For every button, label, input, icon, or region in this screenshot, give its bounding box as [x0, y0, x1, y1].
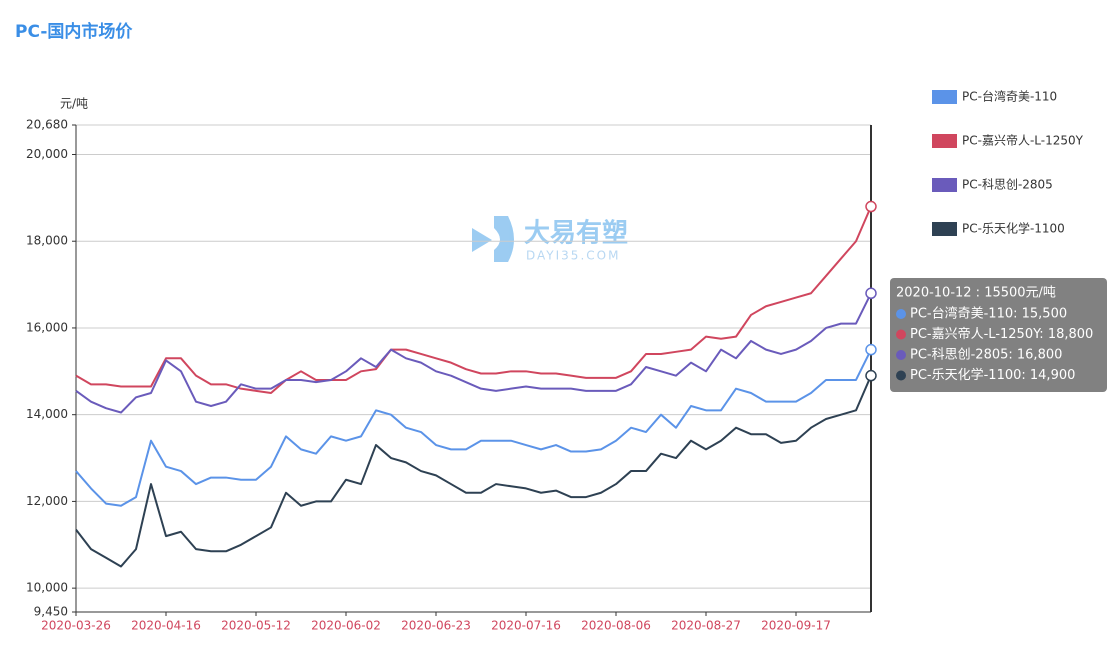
watermark-subtitle: DAYI35.COM — [526, 249, 620, 263]
x-tick-label: 2020-03-26 — [41, 619, 111, 633]
legend-label: PC-台湾奇美-110 — [962, 89, 1057, 104]
series-line — [75, 292, 872, 414]
point — [865, 200, 877, 213]
watermark-title: 大易有塑 — [524, 219, 628, 249]
tooltip-line: PC-台湾奇美-110: 15,500 — [910, 306, 1067, 322]
point — [865, 287, 877, 300]
tooltip-line: PC-乐天化学-1100: 14,900 — [910, 367, 1075, 383]
x-tick-label: 2020-08-27 — [671, 619, 741, 633]
point — [865, 369, 877, 382]
y-tick-label: 9,450 — [34, 605, 68, 619]
tooltip-line: PC-科思创-2805: 16,800 — [910, 348, 1062, 363]
y-tick-label: 18,000 — [26, 234, 68, 248]
legend-swatch — [932, 90, 957, 104]
watermark: 大易有塑 DAYI35.COM — [472, 216, 628, 263]
tooltip-dot — [896, 370, 906, 381]
tooltip: 2020-10-12 : 15500元/吨 PC-台湾奇美-110: 15,500… — [890, 278, 1107, 392]
y-tick-label: 16,000 — [26, 320, 68, 334]
legend-swatch — [932, 178, 957, 192]
tooltip-title: 2020-10-12 : 15500元/吨 — [896, 286, 1056, 301]
y-axis-label: 元/吨 — [60, 97, 88, 111]
y-tick-label: 12,000 — [26, 494, 68, 508]
x-tick-label: 2020-06-02 — [311, 619, 381, 633]
series-line — [75, 375, 872, 568]
legend-swatch — [932, 134, 957, 148]
x-tick-label: 2020-05-12 — [221, 619, 291, 633]
legend-label: PC-嘉兴帝人-L-1250Y — [962, 133, 1084, 148]
tooltip-dot — [896, 309, 906, 319]
y-tick-label: 20,680 — [26, 118, 68, 132]
point — [865, 343, 877, 356]
tooltip-box — [890, 278, 1107, 392]
y-tick-label: 14,000 — [26, 407, 68, 421]
series-line — [75, 206, 872, 395]
x-tick-label: 2020-07-16 — [491, 619, 561, 633]
y-tick-label: 10,000 — [26, 581, 68, 595]
watermark-logo — [472, 216, 514, 262]
series-line — [75, 349, 872, 507]
x-tick-label: 2020-08-06 — [581, 619, 651, 633]
x-tick-label: 2020-06-23 — [401, 619, 471, 633]
x-tick-label: 2020-09-17 — [761, 619, 831, 633]
y-tick-label: 20,000 — [26, 147, 68, 161]
legend-label: PC-科思创-2805 — [962, 178, 1053, 192]
legend-swatch — [932, 222, 957, 236]
tooltip-line: PC-嘉兴帝人-L-1250Y: 18,800 — [910, 326, 1093, 342]
legend-label: PC-乐天化学-1100 — [962, 221, 1065, 236]
tooltip-dot — [896, 329, 906, 340]
x-tick-label: 2020-04-16 — [131, 619, 201, 633]
tooltip-dot — [896, 350, 906, 360]
chart-title: PC-国内市场价 — [15, 21, 133, 42]
